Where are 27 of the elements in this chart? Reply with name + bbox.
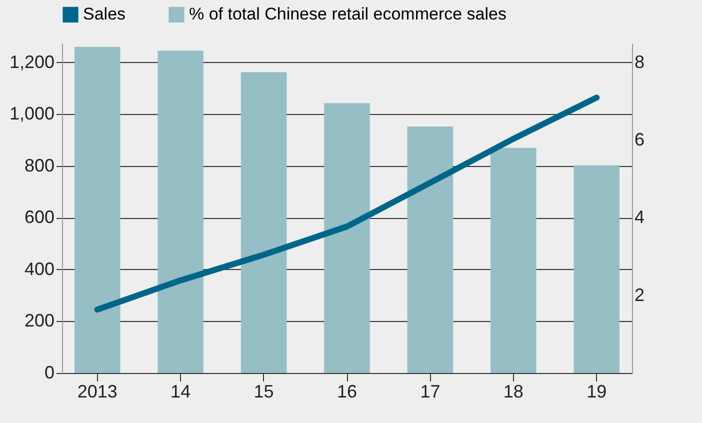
y-tick-label: 800: [24, 155, 54, 176]
y-tick-label: 1,000: [9, 104, 54, 124]
x-tick-label: 18: [503, 382, 524, 402]
bar: [74, 46, 120, 373]
bar: [158, 50, 204, 373]
y-tick-label: 600: [24, 207, 54, 228]
y-tick-label: 200: [24, 310, 54, 331]
x-tick-label: 19: [586, 382, 607, 402]
x-tick-label: 2013: [77, 382, 118, 402]
x-tick-label: 17: [420, 382, 440, 402]
legend-label: Sales: [83, 4, 126, 24]
bar: [324, 103, 370, 373]
x-tick-label: 16: [336, 382, 358, 402]
y-tick-label: 400: [24, 258, 54, 279]
y2-tick-label: 4: [634, 207, 645, 228]
x-tick-label: 14: [170, 382, 191, 402]
y-tick-label: 0: [44, 362, 54, 382]
bar: [407, 126, 454, 373]
legend-label: % of total Chinese retail ecommerce sales: [189, 4, 506, 24]
y2-tick-label: 6: [634, 130, 645, 150]
x-tick-label: 15: [254, 382, 274, 402]
bar: [574, 165, 620, 373]
bar: [240, 72, 287, 373]
y2-tick-label: 2: [634, 284, 645, 305]
bar: [490, 148, 536, 373]
y2-tick-label: 8: [634, 52, 645, 72]
y-tick-label: 1,200: [9, 52, 54, 72]
